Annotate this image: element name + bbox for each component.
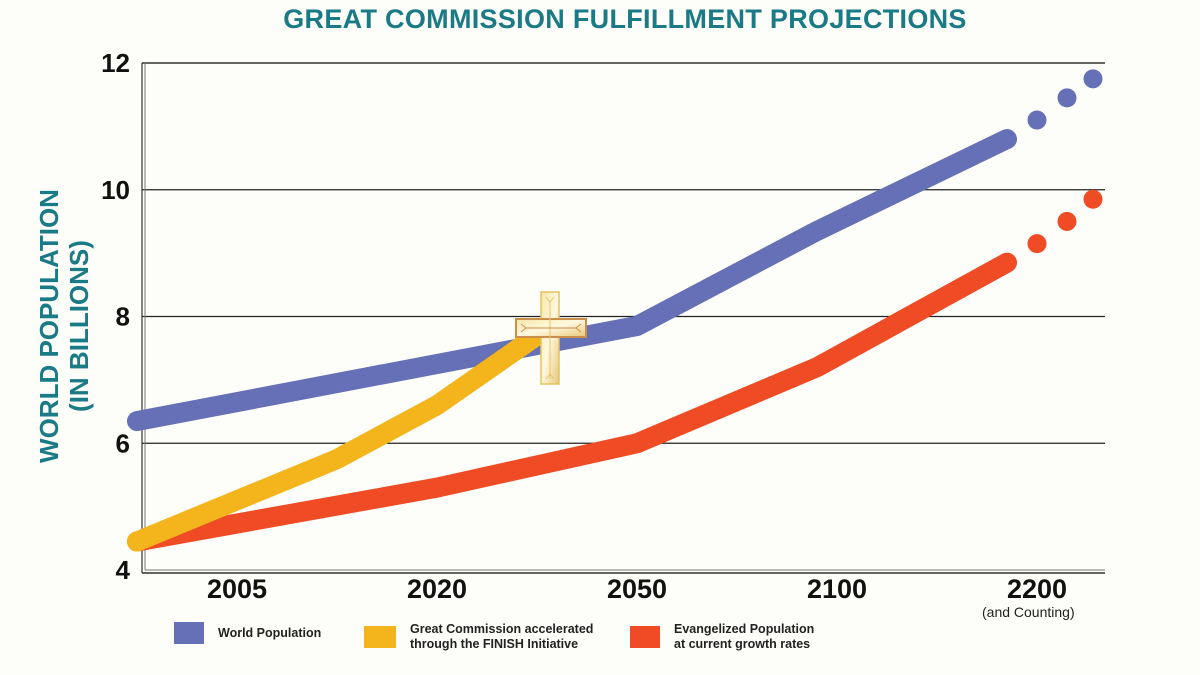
- series-line-great-commission: [127, 325, 547, 552]
- legend-label: Evangelized Population at current growth…: [674, 622, 815, 651]
- legend-item-great-commission: Great Commission accelerated through the…: [364, 622, 593, 652]
- legend-label: Great Commission accelerated through the…: [410, 622, 594, 651]
- legend-swatch: [364, 626, 396, 648]
- legend-label: World Population: [218, 625, 322, 640]
- grid-lines: [142, 189, 1105, 444]
- legend-item-evangelized-population: Evangelized Population at current growth…: [630, 622, 814, 652]
- y-tick-label: 4: [116, 555, 131, 585]
- cross-detail: [545, 296, 555, 380]
- x-tick-label: 2100: [807, 574, 867, 604]
- projection-dot: [1083, 69, 1103, 89]
- projection-dot: [1083, 189, 1103, 209]
- x-note: (and Counting): [982, 604, 1075, 620]
- series-line-world-population: [127, 129, 1017, 432]
- legend: World Population Great Commission accele…: [0, 622, 1200, 662]
- cross-detail: [520, 323, 582, 333]
- projection-dot: [1057, 88, 1077, 108]
- x-tick-label: 2050: [607, 574, 667, 604]
- legend-swatch: [174, 622, 204, 644]
- x-tick-labels: 2005 2020 2050 2100 2200: [207, 574, 1067, 604]
- y-tick-labels: 4 6 8 10 12: [101, 48, 130, 585]
- x-tick-label: 2200: [1007, 574, 1067, 604]
- x-tick-label: 2020: [407, 574, 467, 604]
- y-tick-label: 10: [101, 175, 130, 205]
- legend-swatch: [630, 626, 660, 648]
- cross-icon: [515, 291, 587, 385]
- legend-item-world-population: World Population: [174, 622, 321, 644]
- series-lines: [127, 69, 1103, 552]
- x-tick-label: 2005: [207, 574, 267, 604]
- y-tick-label: 12: [101, 48, 130, 78]
- y-tick-label: 8: [116, 302, 130, 332]
- projection-dot: [1057, 211, 1077, 231]
- projection-dot: [1027, 110, 1047, 130]
- y-tick-label: 6: [116, 428, 130, 458]
- projection-dot: [1027, 234, 1047, 254]
- chart-title: GREAT COMMISSION FULFILLMENT PROJECTIONS: [283, 4, 967, 34]
- series-line-evangelized-population: [127, 252, 1017, 552]
- plot-frame: [141, 62, 1105, 574]
